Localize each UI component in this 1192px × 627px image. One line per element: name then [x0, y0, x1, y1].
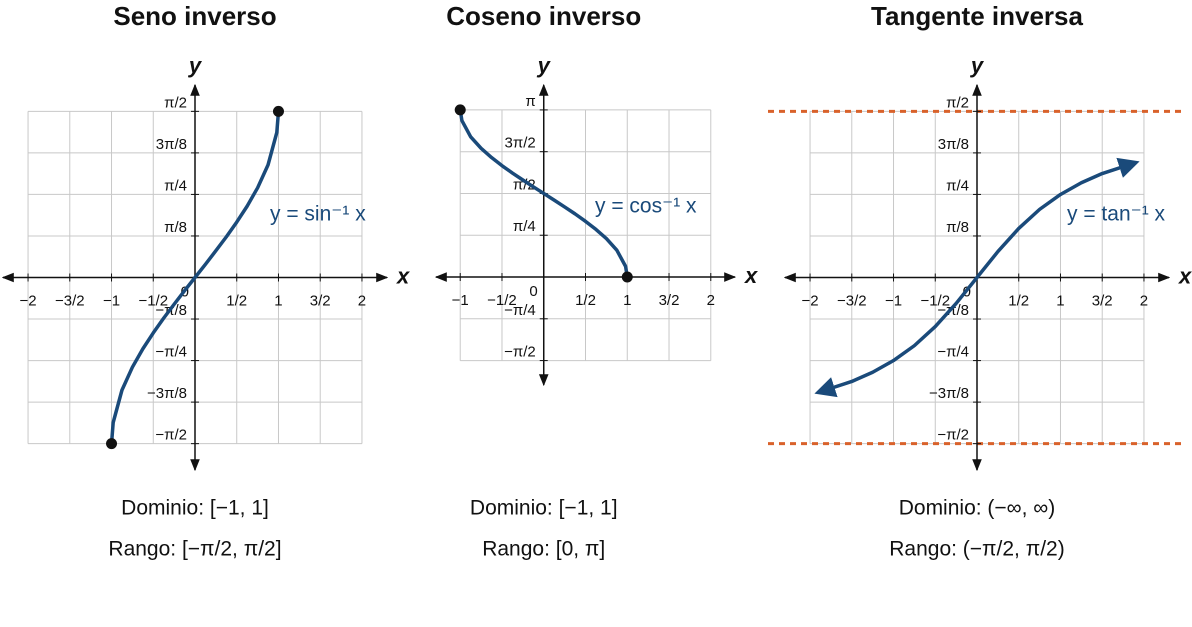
y-tick-label: π/8: [946, 219, 969, 236]
x-tick-label: 2: [358, 292, 366, 309]
y-tick-label: π/2: [946, 94, 969, 111]
x-tick-label: 1: [623, 292, 631, 309]
curve-label: y = tan⁻¹ x: [1067, 203, 1166, 226]
y-tick-label: −π/4: [937, 344, 969, 361]
x-tick-label: 1: [1056, 292, 1064, 309]
y-axis-label: y: [188, 53, 203, 78]
y-tick-label: −π/2: [155, 427, 187, 444]
y-tick-label: −π/2: [504, 344, 536, 361]
x-axis-label: x: [1178, 263, 1192, 288]
x-tick-label: −3/2: [55, 292, 85, 309]
y-axis-label: y: [537, 53, 552, 78]
y-tick-label: π: [525, 93, 535, 110]
y-tick-label: −3π/8: [147, 385, 187, 402]
x-axis-label: x: [396, 263, 410, 288]
x-tick-label: 2: [707, 292, 715, 309]
endpoint: [272, 105, 284, 117]
curve: [814, 157, 1140, 398]
x-axis-label: x: [744, 263, 758, 288]
endpoint: [454, 104, 466, 116]
y-tick-label: π/4: [513, 218, 536, 235]
curve-label: y = cos⁻¹ x: [595, 195, 697, 218]
chart-title: Seno inverso: [113, 1, 276, 31]
domain-text: Dominio: [−1, 1]: [121, 497, 269, 520]
x-tick-label: −2: [801, 292, 818, 309]
endpoint: [621, 271, 633, 283]
curve: [109, 111, 281, 444]
x-tick-label: 3/2: [659, 292, 680, 309]
x-tick-label: −2: [19, 292, 36, 309]
curve: [458, 109, 629, 278]
x-tick-label: 1/2: [1008, 292, 1029, 309]
x-tick-label: 1/2: [226, 292, 247, 309]
y-tick-label: π/4: [164, 177, 187, 194]
endpoint: [106, 438, 118, 450]
y-tick-label: −π/4: [504, 302, 536, 319]
x-tick-label: −1: [103, 292, 120, 309]
x-tick-label: 3/2: [1092, 292, 1113, 309]
range-text: Rango: [−π/2, π/2]: [108, 538, 281, 561]
y-tick-label: 3π/8: [156, 136, 187, 153]
domain-text: Dominio: (−∞, ∞): [899, 497, 1056, 520]
y-tick-label: π/4: [946, 177, 969, 194]
range-text: Rango: (−π/2, π/2): [889, 538, 1064, 561]
y-tick-label: −3π/8: [929, 385, 969, 402]
x-tick-label: −1: [452, 292, 469, 309]
y-tick-label: π/8: [164, 219, 187, 236]
x-tick-label: 1: [274, 292, 282, 309]
y-tick-label: −π/4: [155, 344, 187, 361]
y-tick-label: 3π/8: [938, 136, 969, 153]
x-tick-label: 3/2: [310, 292, 331, 309]
x-tick-label: 1/2: [575, 292, 596, 309]
y-tick-label: π/2: [513, 176, 536, 193]
y-tick-label: −π/2: [937, 427, 969, 444]
domain-text: Dominio: [−1, 1]: [470, 497, 618, 520]
x-tick-label: −1: [885, 292, 902, 309]
y-tick-label: π/2: [164, 94, 187, 111]
y-axis-label: y: [970, 53, 985, 78]
chart-title: Coseno inverso: [446, 1, 641, 31]
chart-title: Tangente inversa: [871, 1, 1083, 31]
curve-label: y = sin⁻¹ x: [270, 203, 366, 226]
origin-label: 0: [529, 283, 537, 300]
x-tick-label: 2: [1140, 292, 1148, 309]
range-text: Rango: [0, π]: [482, 538, 605, 561]
x-tick-label: −1/2: [487, 292, 517, 309]
x-tick-label: −3/2: [837, 292, 867, 309]
y-tick-label: 3π/2: [505, 135, 536, 152]
x-tick-label: −1/2: [138, 292, 168, 309]
